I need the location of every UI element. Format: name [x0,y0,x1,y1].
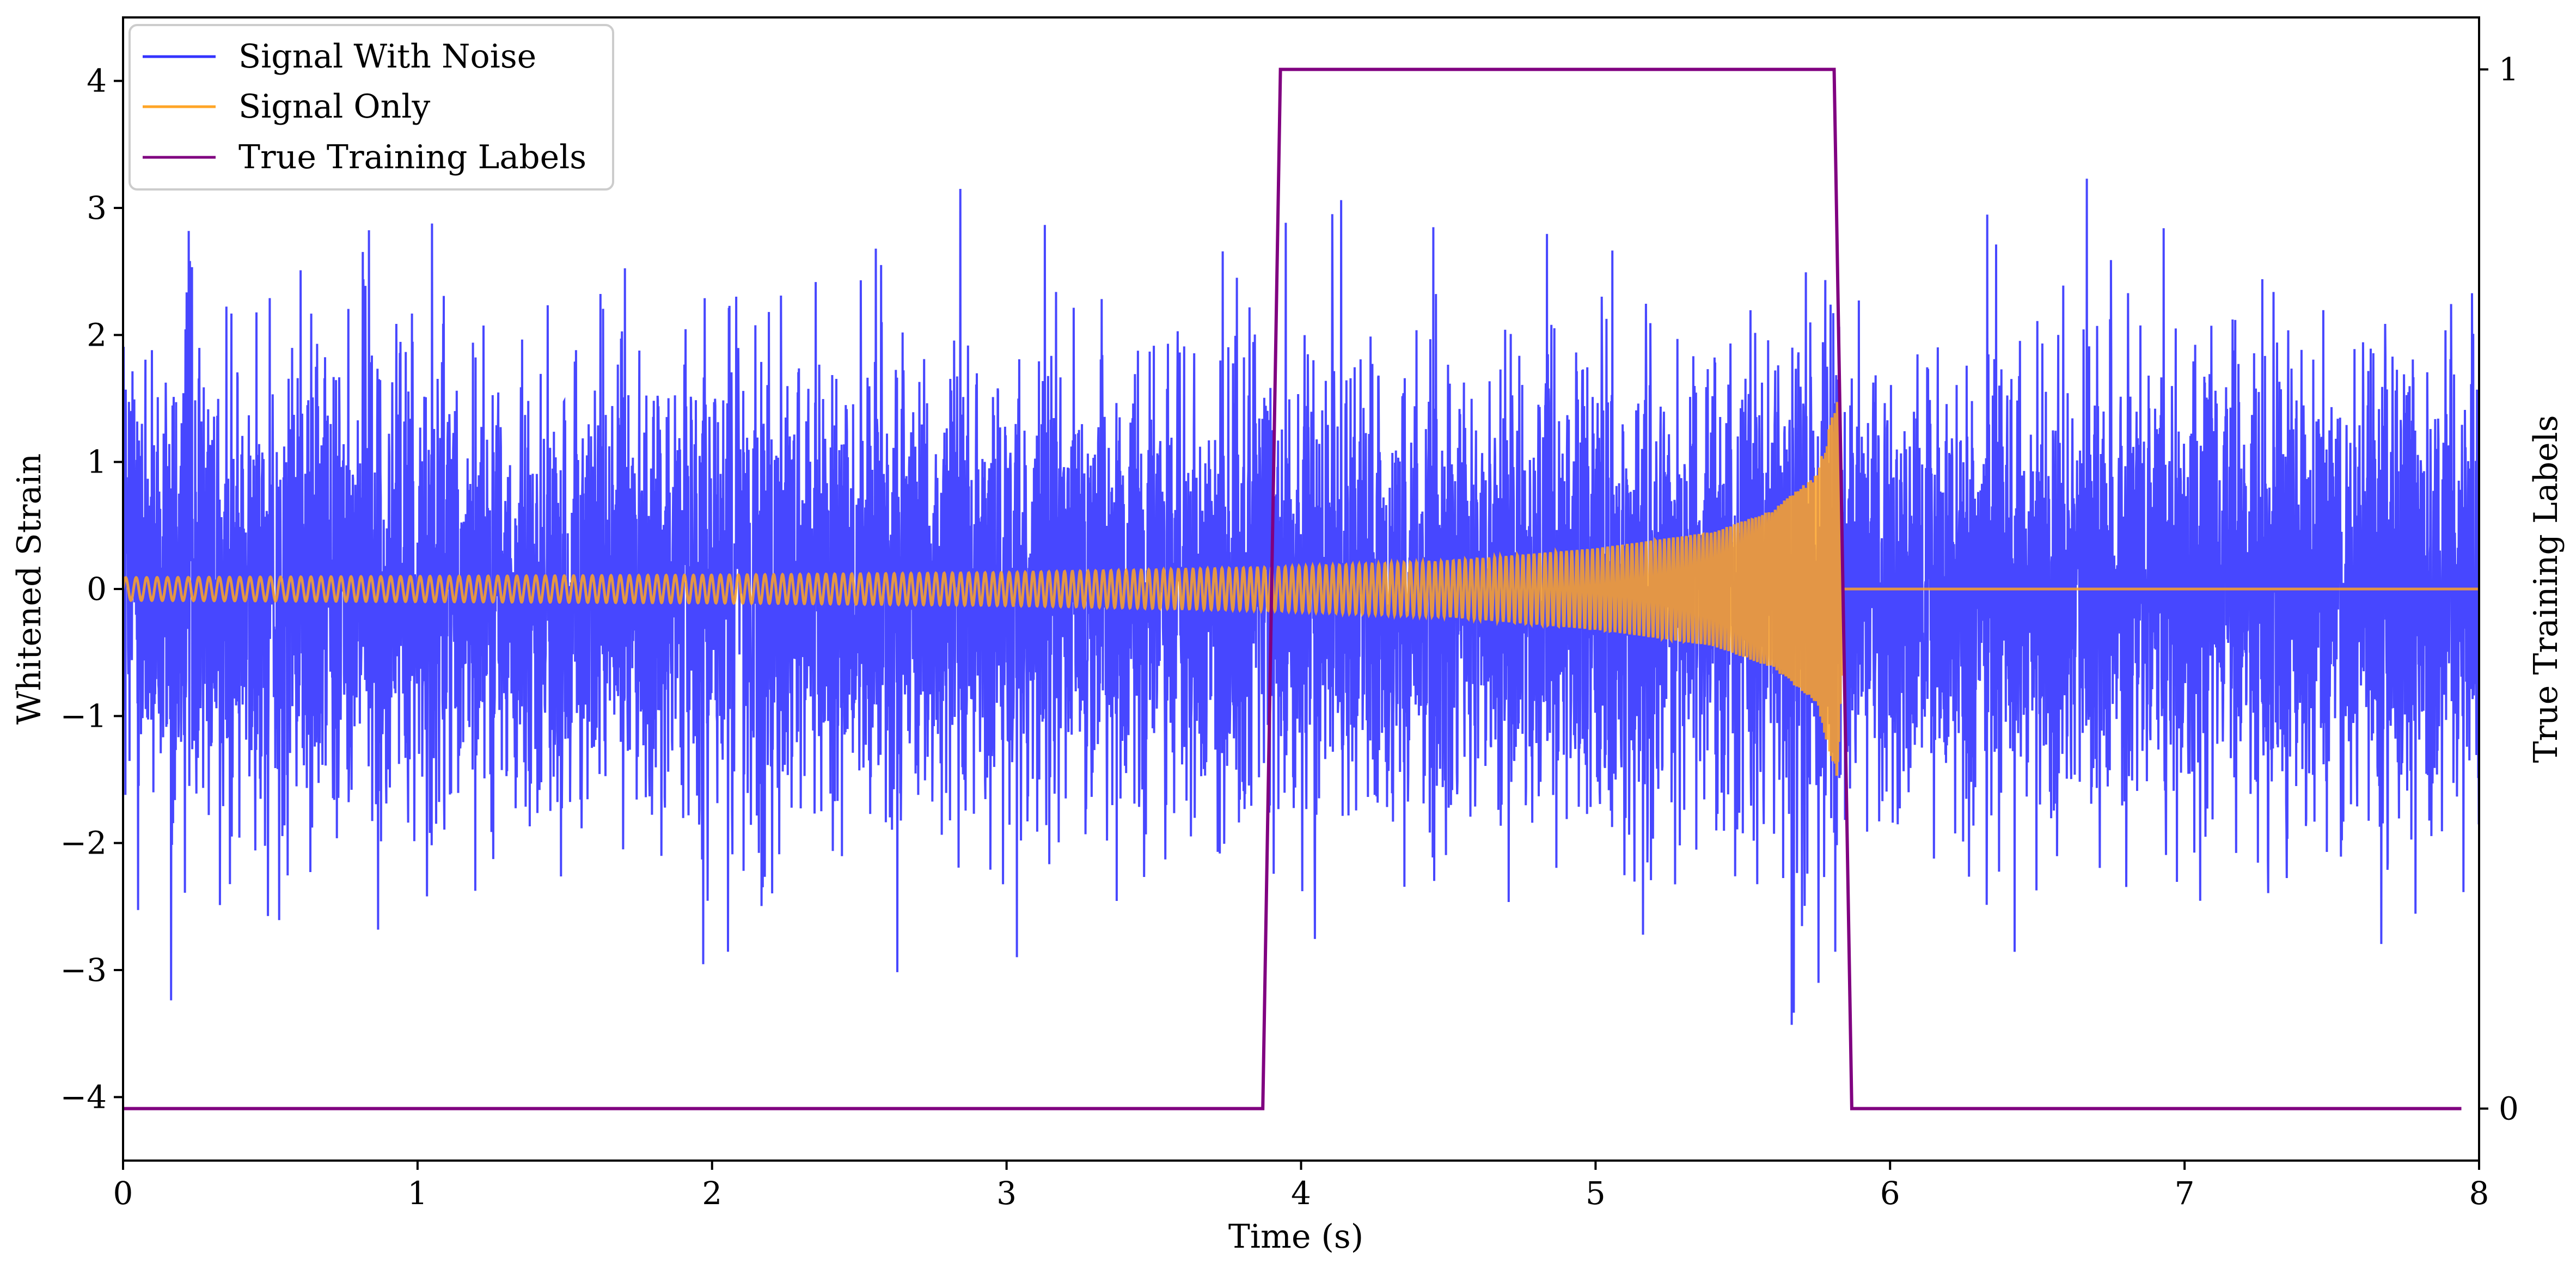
legend-label-signal-with-noise: Signal With Noise [238,38,536,76]
x-tick-label: 0 [113,1175,133,1212]
x-tick-label: 5 [1586,1175,1606,1212]
x-tick-label: 4 [1291,1175,1311,1212]
y-axis-left-label: Whitened Strain [10,453,48,725]
plot-area [123,68,2479,1111]
series-signal-only [123,402,2479,776]
y-tick-label: 2 [87,316,107,353]
x-tick-label: 3 [996,1175,1017,1212]
series-signal-with-noise [123,179,2479,1025]
series-true-training-labels [123,68,2462,1111]
legend-box [129,24,614,191]
y-axis-left-ticks: −4 −3 −2 −1 0 1 2 3 4 [60,63,123,1115]
y-right-tick-label: 0 [2499,1090,2519,1127]
x-axis-ticks: 0 1 2 3 4 5 6 7 8 [113,1161,2489,1212]
x-tick-label: 8 [2469,1175,2489,1212]
legend-label-signal-only: Signal Only [238,88,430,126]
x-tick-label: 1 [407,1175,427,1212]
y-axis-right-ticks: 01 [2479,51,2519,1127]
y-tick-label: 0 [87,570,107,608]
y-right-tick-label: 1 [2499,51,2519,88]
y-tick-label: −1 [60,697,107,734]
legend-label-true-training-labels: True Training Labels [238,138,586,176]
y-tick-label: −3 [60,952,107,989]
line-signal-with-noise [123,179,2479,1025]
x-tick-label: 6 [1880,1175,1900,1212]
x-axis-label: Time (s) [1228,1218,1363,1256]
line-true-training-labels [123,68,2462,1111]
y-tick-label: −2 [60,825,107,862]
y-tick-label: −4 [60,1078,107,1115]
y-tick-label: 3 [87,189,107,226]
y-tick-label: 1 [87,444,107,481]
line-signal-only [123,402,2479,776]
x-tick-label: 2 [702,1175,722,1212]
y-axis-right-label: True Training Labels [2527,415,2565,763]
x-tick-label: 7 [2175,1175,2195,1212]
y-tick-label: 4 [87,63,107,100]
legend: Signal With Noise Signal Only True Train… [129,24,614,191]
